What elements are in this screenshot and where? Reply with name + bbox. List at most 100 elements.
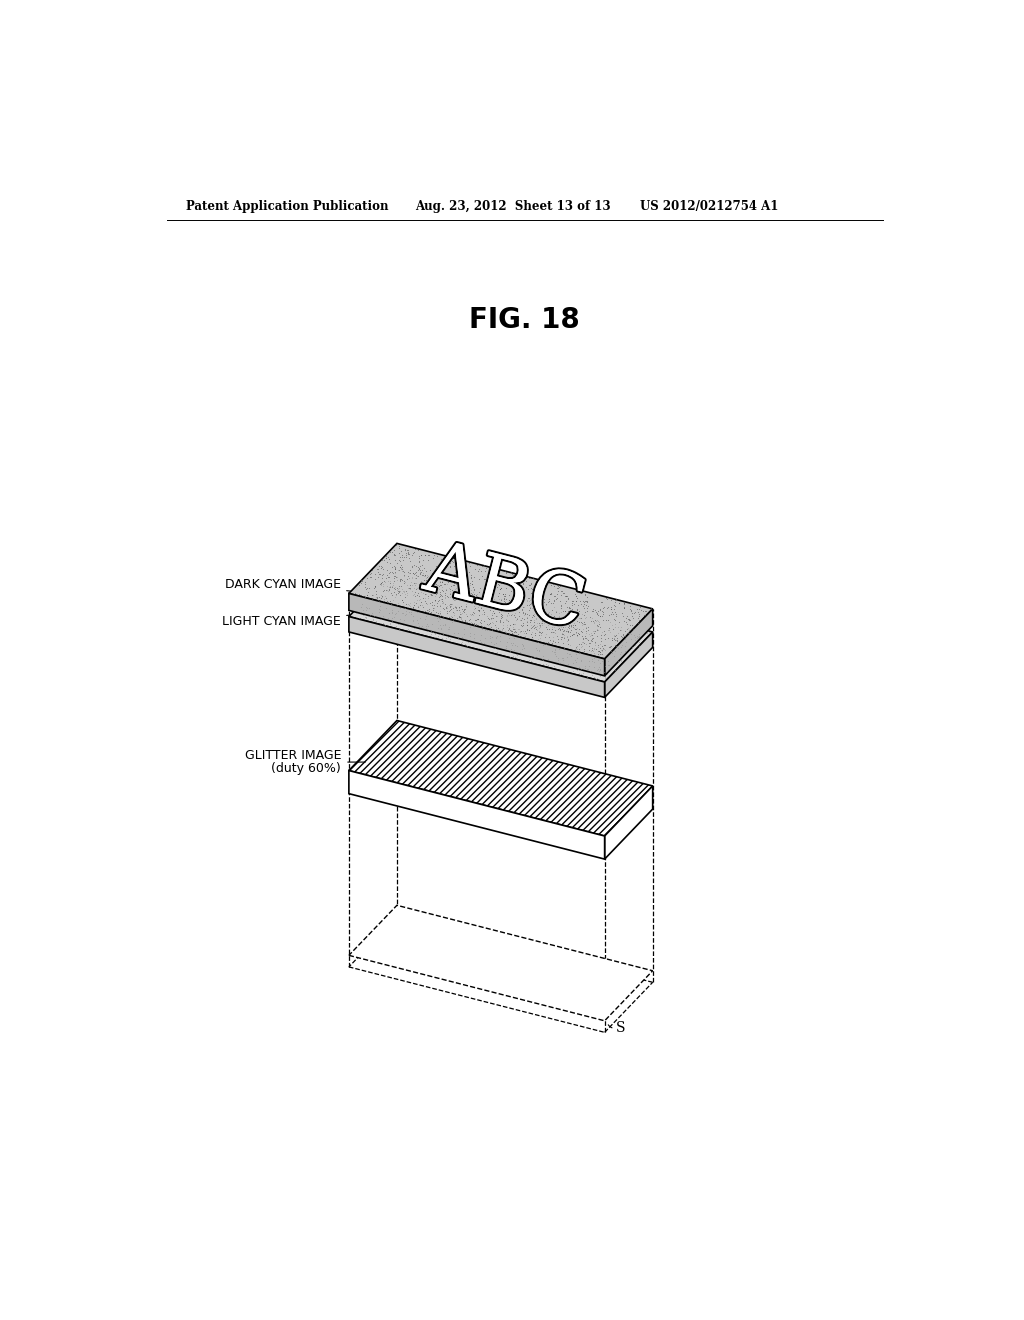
Point [593, 624, 609, 645]
Point [492, 611, 508, 632]
Point [476, 554, 493, 576]
Point [592, 638, 608, 659]
Point [391, 557, 408, 578]
Point [573, 626, 590, 647]
Point [407, 618, 423, 639]
Point [456, 599, 472, 620]
Point [396, 539, 413, 560]
Point [524, 626, 541, 647]
Point [596, 639, 612, 660]
Point [379, 560, 395, 581]
Point [449, 599, 465, 620]
Point [538, 653, 554, 675]
Point [615, 626, 632, 647]
Point [424, 614, 440, 635]
Point [582, 606, 598, 627]
Point [540, 603, 556, 624]
Point [401, 574, 418, 595]
Point [397, 545, 414, 566]
Point [452, 603, 468, 624]
Point [473, 561, 489, 582]
Point [446, 570, 463, 591]
Point [594, 622, 610, 643]
Point [602, 611, 618, 632]
Point [616, 594, 633, 615]
Point [406, 541, 422, 562]
Point [516, 638, 532, 659]
Point [594, 635, 610, 656]
Point [635, 601, 651, 622]
Point [444, 574, 461, 595]
Point [590, 619, 606, 640]
Point [584, 631, 600, 652]
Point [503, 639, 519, 660]
Point [511, 602, 527, 623]
Point [474, 616, 490, 638]
Point [535, 605, 551, 626]
Point [470, 599, 486, 620]
Point [423, 585, 439, 606]
Point [487, 597, 504, 618]
Point [439, 566, 456, 587]
Point [463, 579, 479, 601]
Point [358, 568, 375, 589]
Point [462, 622, 478, 643]
Point [543, 593, 559, 614]
Point [552, 616, 568, 638]
Point [544, 616, 560, 638]
Point [523, 614, 540, 635]
Point [486, 602, 503, 623]
Polygon shape [349, 721, 652, 836]
Point [395, 581, 412, 602]
Point [386, 577, 402, 598]
Point [631, 631, 647, 652]
Point [540, 611, 556, 632]
Point [465, 589, 481, 610]
Point [614, 627, 631, 648]
Point [510, 587, 526, 609]
Point [555, 609, 571, 630]
Point [524, 605, 541, 626]
Point [414, 574, 430, 595]
Point [570, 639, 587, 660]
Point [540, 591, 556, 612]
Point [550, 576, 566, 597]
Point [569, 659, 586, 680]
Point [584, 624, 600, 645]
Point [403, 556, 420, 577]
Point [417, 587, 433, 609]
Point [471, 582, 487, 603]
Point [484, 576, 501, 597]
Point [557, 590, 573, 611]
Point [382, 582, 398, 603]
Polygon shape [349, 771, 604, 859]
Point [444, 568, 461, 589]
Point [387, 535, 403, 556]
Point [392, 556, 409, 577]
Point [432, 602, 449, 623]
Point [469, 609, 485, 630]
Point [606, 590, 623, 611]
Point [353, 570, 370, 591]
Point [559, 626, 575, 647]
Point [556, 636, 572, 657]
Point [353, 569, 370, 590]
Point [463, 582, 479, 603]
Point [474, 603, 490, 624]
Point [394, 582, 411, 603]
Point [489, 642, 506, 663]
Point [409, 561, 425, 582]
Point [462, 574, 478, 595]
Point [545, 614, 561, 635]
Point [621, 623, 637, 644]
Point [594, 606, 610, 627]
Point [551, 606, 567, 627]
Point [522, 610, 539, 631]
Point [532, 582, 549, 603]
Point [473, 615, 489, 636]
Point [404, 543, 421, 564]
Point [583, 622, 599, 643]
Point [371, 564, 387, 585]
Point [479, 587, 496, 609]
Point [458, 583, 474, 605]
